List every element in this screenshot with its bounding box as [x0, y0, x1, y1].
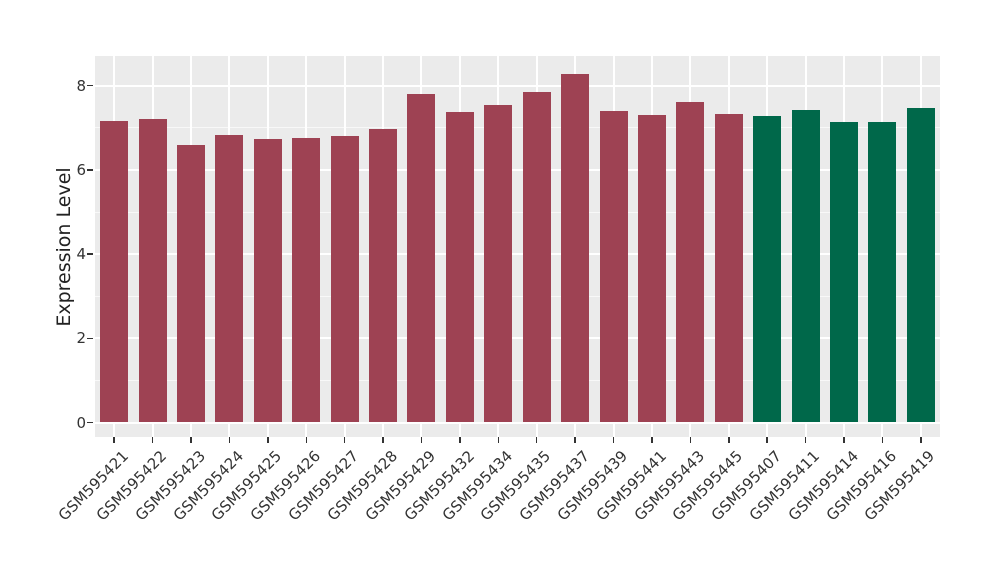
gridline-minor-horizontal	[95, 295, 940, 297]
x-tick-mark	[267, 437, 269, 443]
y-tick-mark	[87, 337, 93, 340]
gridline-minor-horizontal	[95, 211, 940, 213]
bar	[484, 104, 513, 423]
y-axis-title: Expression Level	[53, 166, 75, 327]
x-tick-mark	[728, 437, 730, 443]
x-tick-mark	[574, 437, 576, 443]
x-tick-mark	[497, 437, 500, 443]
bar	[676, 101, 705, 423]
bar	[714, 113, 743, 423]
gridline-major-horizontal	[95, 253, 940, 256]
bar	[445, 112, 474, 423]
y-tick-label: 8	[76, 76, 86, 95]
bar	[369, 129, 398, 423]
y-tick-mark	[87, 84, 93, 87]
bar	[407, 94, 436, 423]
bar	[253, 138, 282, 423]
x-tick-mark	[766, 437, 768, 443]
bar	[330, 136, 359, 423]
x-tick-mark	[228, 437, 231, 443]
x-tick-mark	[113, 437, 115, 443]
bar	[138, 118, 167, 423]
plot-panel	[95, 56, 940, 437]
x-tick-mark	[651, 437, 653, 443]
x-tick-mark	[881, 437, 884, 443]
gridline-minor-horizontal	[95, 127, 940, 129]
x-tick-mark	[920, 437, 922, 443]
x-tick-mark	[689, 437, 692, 443]
gridline-major-horizontal	[95, 168, 940, 171]
y-tick-mark	[87, 169, 93, 171]
x-tick-mark	[420, 437, 423, 443]
y-tick-mark	[87, 421, 93, 424]
x-tick-mark	[305, 437, 307, 443]
x-tick-mark	[612, 437, 615, 443]
bar	[599, 111, 628, 423]
x-tick-mark	[382, 437, 384, 443]
x-tick-mark	[804, 437, 807, 443]
x-tick-mark	[843, 437, 845, 443]
x-tick-mark	[459, 437, 461, 443]
y-tick-mark	[87, 253, 93, 255]
bar	[292, 137, 321, 423]
bar	[215, 134, 244, 423]
x-tick-mark	[535, 437, 538, 443]
x-tick-mark	[343, 437, 346, 443]
bar	[637, 115, 666, 423]
bar	[829, 121, 858, 423]
y-tick-label: 6	[76, 160, 86, 179]
gridline-major-horizontal	[95, 421, 940, 424]
y-tick-label: 2	[76, 329, 86, 348]
gridline-major-horizontal	[95, 337, 940, 340]
bar	[100, 121, 129, 423]
x-tick-mark	[151, 437, 154, 443]
gridline-minor-horizontal	[95, 379, 940, 381]
bar	[561, 74, 590, 423]
bar	[906, 107, 935, 423]
y-tick-label: 0	[76, 413, 86, 432]
y-tick-label: 4	[76, 245, 86, 264]
x-tick-mark	[190, 437, 192, 443]
bar	[177, 145, 206, 423]
bar	[753, 116, 782, 423]
bar	[791, 110, 820, 423]
bar	[522, 91, 551, 423]
gridline-major-horizontal	[95, 84, 940, 87]
bar	[868, 121, 897, 423]
